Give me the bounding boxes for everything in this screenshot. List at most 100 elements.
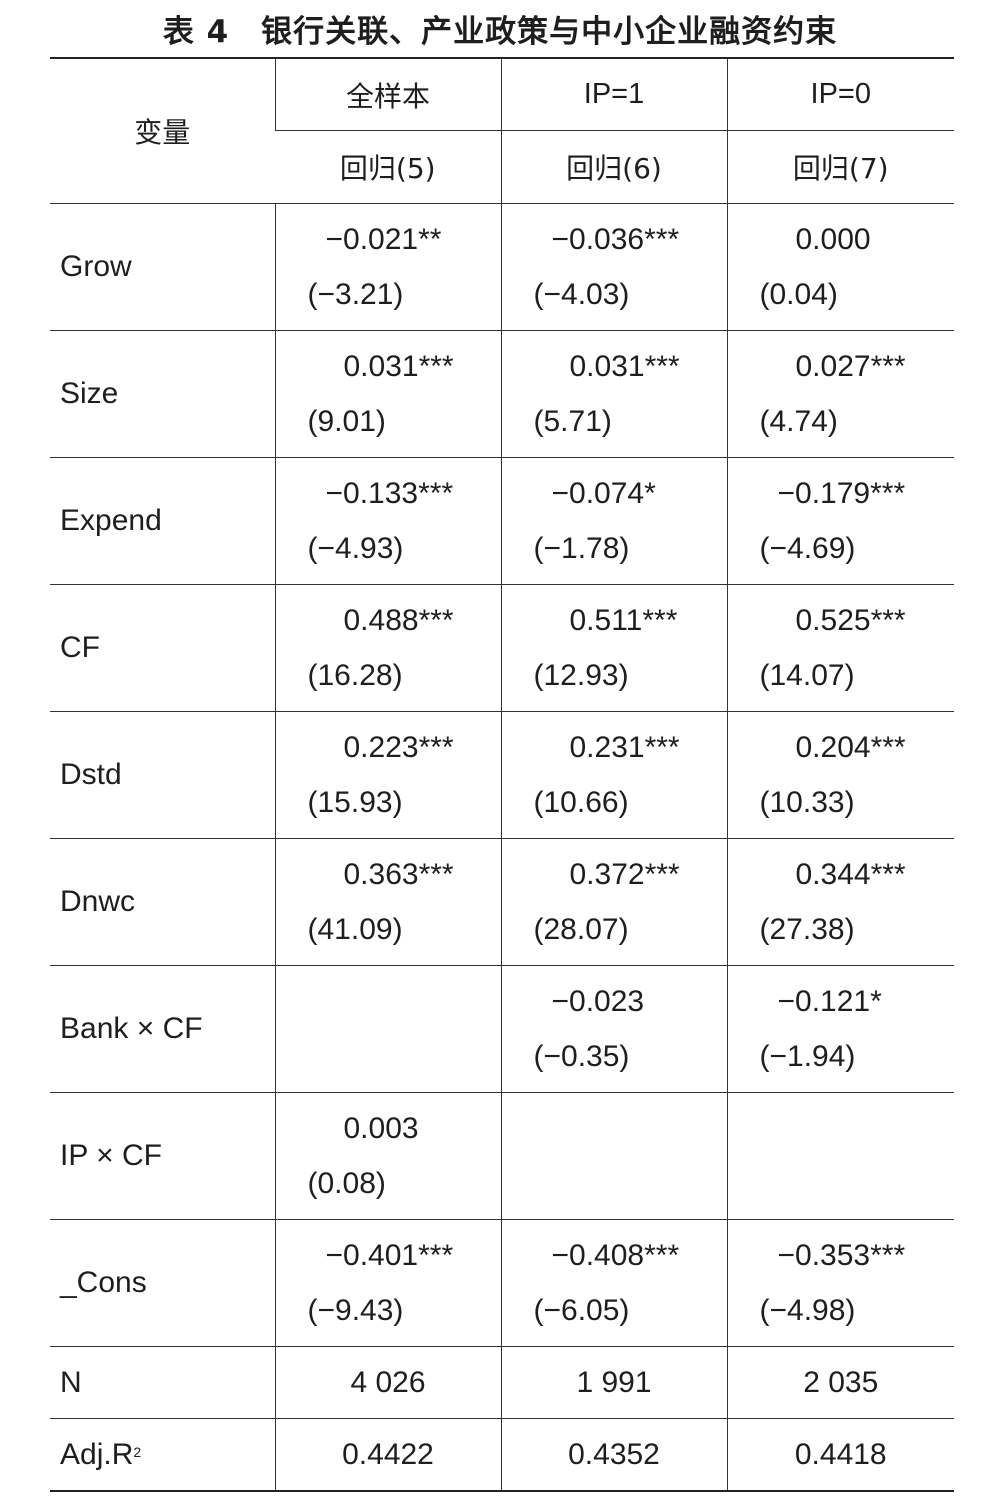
summary-value: 2 035 [726,1346,954,1419]
summary-value: 0.4418 [726,1418,954,1491]
t-statistic: (16.28) [307,658,403,692]
coefficient: −0.133*** [325,476,454,510]
t-statistic: (−4.93) [307,531,404,565]
t-statistic: (28.07) [533,912,629,946]
variable-name: IP × CF [50,1092,275,1220]
statistic-name: Adj.R2 [50,1418,275,1491]
table-row: Grow −0.021** (−3.21) −0.036*** (−4.03) 0.000… [50,203,954,331]
regression-table: 变量 全样本 IP=1 IP=0 回归(5) 回归(6) 回归(7) Grow −… [50,57,954,1492]
coefficient: 0.031*** [569,349,680,383]
result-cell [500,1092,727,1220]
variable-header: 变量 [50,57,275,204]
table-body: Grow −0.021** (−3.21) −0.036*** (−4.03) 0.000… [50,203,954,1347]
coefficient: −0.036*** [551,222,680,256]
coefficient: −0.023 [551,984,645,1018]
result-cell: −0.133*** (−4.93) [274,457,501,585]
coefficient: −0.121* [777,984,882,1018]
t-statistic: (9.01) [307,404,386,438]
t-statistic: (−0.35) [533,1039,630,1073]
result-cell: 0.204*** (10.33) [726,711,954,839]
statistic-name: N [50,1346,275,1419]
coefficient: 0.363*** [343,857,454,891]
summary-row: Adj.R2 0.4422 0.4352 0.4418 [50,1418,954,1491]
coefficient: 0.204*** [795,730,906,764]
result-cell: 0.003 (0.08) [274,1092,501,1220]
result-cell: 0.363*** (41.09) [274,838,501,966]
coefficient: 0.525*** [795,603,906,637]
t-statistic: (−1.78) [533,531,630,565]
coefficient: −0.401*** [325,1238,454,1272]
variable-name: _Cons [50,1219,275,1347]
regression-header-5: 回归(5) [275,130,501,204]
coefficient: −0.021** [325,222,442,256]
coefficient: 0.344*** [795,857,906,891]
summary-value: 4 026 [274,1346,501,1419]
result-cell [726,1092,954,1220]
table-row: IP × CF 0.003 (0.08) [50,1092,954,1220]
coefficient: 0.231*** [569,730,680,764]
group-header-ip1: IP=1 [500,57,727,131]
summary-value: 0.4352 [500,1418,727,1491]
coefficient: −0.179*** [777,476,906,510]
result-cell: −0.408*** (−6.05) [500,1219,727,1347]
t-statistic: (10.33) [759,785,855,819]
table-row: _Cons −0.401*** (−9.43) −0.408*** (−6.05) −0.… [50,1219,954,1347]
result-cell: −0.401*** (−9.43) [274,1219,501,1347]
group-header-ip0: IP=0 [726,57,954,131]
variable-name: CF [50,584,275,712]
coefficient: 0.511*** [569,603,678,637]
coefficient: 0.031*** [343,349,454,383]
result-cell: 0.223*** (15.93) [274,711,501,839]
table-row: Expend −0.133*** (−4.93) −0.074* (−1.78) −0.1… [50,457,954,585]
t-statistic: (27.38) [759,912,855,946]
coefficient: −0.408*** [551,1238,680,1272]
result-cell: 0.231*** (10.66) [500,711,727,839]
coefficient: −0.353*** [777,1238,906,1272]
t-statistic: (10.66) [533,785,629,819]
result-cell: 0.488*** (16.28) [274,584,501,712]
result-cell: −0.179*** (−4.69) [726,457,954,585]
result-cell [274,965,501,1093]
coefficient: −0.074* [551,476,656,510]
table-title: 表 4 银行关联、产业政策与中小企业融资约束 [162,14,838,50]
result-cell: 0.525*** (14.07) [726,584,954,712]
t-statistic: (5.71) [533,404,612,438]
result-cell: −0.074* (−1.78) [500,457,727,585]
coefficient: 0.003 [343,1111,419,1145]
table-row: CF 0.488*** (16.28) 0.511*** (12.93) 0.525***… [50,584,954,712]
t-statistic: (−6.05) [533,1293,630,1327]
t-statistic: (−9.43) [307,1293,404,1327]
t-statistic: (12.93) [533,658,629,692]
summary-value: 1 991 [500,1346,727,1419]
regression-header-7: 回归(7) [726,130,954,204]
result-cell: −0.121* (−1.94) [726,965,954,1093]
t-statistic: (−1.94) [759,1039,856,1073]
header-row-groups: 变量 全样本 IP=1 IP=0 [50,57,954,204]
result-cell: 0.372*** (28.07) [500,838,727,966]
result-cell: −0.036*** (−4.03) [500,203,727,331]
t-statistic: (41.09) [307,912,403,946]
variable-name: Dstd [50,711,275,839]
t-statistic: (−4.03) [533,277,630,311]
table-row: Dstd 0.223*** (15.93) 0.231*** (10.66) 0.204*… [50,711,954,839]
table-row: Dnwc 0.363*** (41.09) 0.372*** (28.07) 0.344*… [50,838,954,966]
header-row-regressions: 回归(5) 回归(6) 回归(7) [50,130,954,204]
t-statistic: (0.04) [759,277,838,311]
t-statistic: (−4.98) [759,1293,856,1327]
result-cell: 0.027*** (4.74) [726,330,954,458]
variable-name: Bank × CF [50,965,275,1093]
statistic-name-base: Adj.R [60,1437,134,1471]
t-statistic: (14.07) [759,658,855,692]
coefficient: 0.000 [795,222,871,256]
variable-name: Dnwc [50,838,275,966]
result-cell: 0.511*** (12.93) [500,584,727,712]
group-header-full-sample: 全样本 [274,57,501,131]
t-statistic: (4.74) [759,404,838,438]
summary-value: 0.4422 [274,1418,501,1491]
coefficient: 0.372*** [569,857,680,891]
t-statistic: (−3.21) [307,277,404,311]
coefficient: 0.223*** [343,730,454,764]
result-cell: −0.021** (−3.21) [274,203,501,331]
